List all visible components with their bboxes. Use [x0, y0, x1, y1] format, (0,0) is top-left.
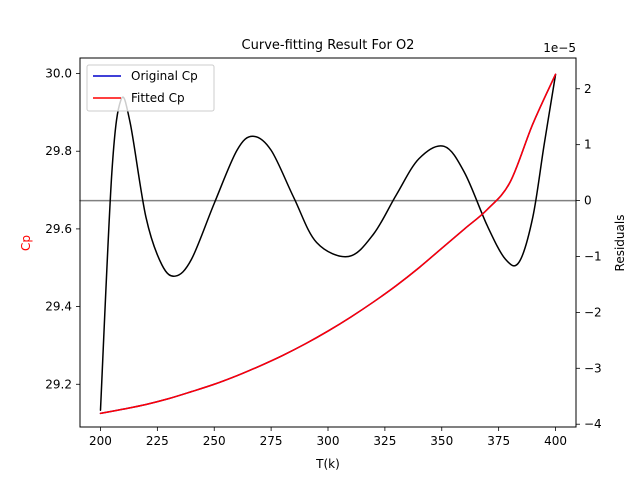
- right-y-tick-label: −4: [584, 417, 602, 431]
- x-tick-label: 225: [146, 434, 169, 448]
- left-y-tick-label: 30.0: [45, 67, 72, 81]
- series-line-fitted-cp: [99, 73, 557, 415]
- right-y-tick-label: −1: [584, 249, 602, 263]
- legend-label-fitted-cp: Fitted Cp: [131, 91, 185, 105]
- left-y-axis-label: Cp: [19, 235, 33, 251]
- x-tick-label: 350: [430, 434, 453, 448]
- legend: Original Cp Fitted Cp: [86, 64, 215, 112]
- left-y-tick-label: 29.6: [45, 222, 72, 236]
- right-axis-offset-label: 1e−5: [543, 41, 576, 55]
- right-y-tick-label: 0: [584, 194, 592, 208]
- left-y-tick-label: 29.8: [45, 144, 72, 158]
- x-tick-label: 250: [203, 434, 226, 448]
- x-tick-label: 400: [544, 434, 567, 448]
- residuals-line: [99, 74, 557, 411]
- x-tick-label: 275: [260, 434, 283, 448]
- right-y-axis-label: Residuals: [613, 215, 627, 272]
- right-y-axis: −4 −3 −2 −1 0 1 2: [576, 82, 602, 431]
- series-layer: [79, 73, 577, 415]
- right-y-tick-label: −2: [584, 305, 602, 319]
- x-tick-label: 300: [317, 434, 340, 448]
- x-axis: 200 225 250 275 300 325 350 375 400: [89, 427, 567, 448]
- right-y-tick-label: −3: [584, 361, 602, 375]
- right-y-tick-label: 2: [584, 82, 592, 96]
- x-tick-label: 375: [487, 434, 510, 448]
- x-tick-label: 325: [373, 434, 396, 448]
- legend-label-original-cp: Original Cp: [131, 69, 198, 83]
- x-tick-label: 200: [89, 434, 112, 448]
- left-y-tick-label: 29.2: [45, 377, 72, 391]
- left-y-axis: 29.2 29.4 29.6 29.8 30.0: [45, 67, 80, 391]
- chart-title: Curve-fitting Result For O2: [242, 38, 415, 53]
- x-axis-label: T(k): [315, 457, 340, 471]
- right-y-tick-label: 1: [584, 138, 592, 152]
- left-y-tick-label: 29.4: [45, 300, 72, 314]
